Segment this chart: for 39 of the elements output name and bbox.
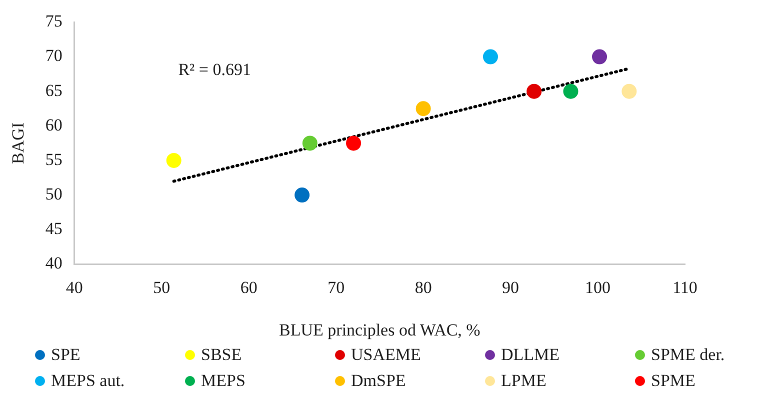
legend-label: DmSPE (351, 371, 406, 391)
legend-label: SPE (51, 345, 80, 365)
point (592, 49, 608, 64)
point (526, 84, 542, 99)
point (302, 136, 318, 151)
y-tick-label: 75 (45, 12, 62, 31)
point (346, 136, 362, 151)
point (294, 188, 310, 203)
y-tick-label: 40 (45, 254, 62, 273)
x-tick-label: 100 (585, 278, 611, 297)
x-tick-label: 110 (672, 278, 698, 297)
legend-label: SPME der. (651, 345, 725, 365)
legend-label: SPME (651, 371, 696, 391)
x-tick-label: 90 (502, 278, 520, 297)
y-tick-label: 55 (45, 150, 62, 169)
legend-label: MEPS aut. (51, 371, 125, 391)
x-tick-label: 40 (66, 278, 83, 297)
point (482, 49, 498, 64)
y-axis-title: BAGI (8, 122, 28, 164)
x-tick-label: 80 (414, 278, 432, 297)
legend-label: MEPS (201, 371, 246, 391)
legend-label: SBSE (201, 345, 242, 365)
legend-label: LPME (501, 371, 546, 391)
point (622, 84, 637, 99)
point (416, 101, 431, 116)
legend-label: DLLME (501, 345, 560, 365)
y-tick-label: 50 (45, 184, 62, 204)
x-tick-label: 70 (328, 278, 345, 297)
x-axis-title: BLUE principles od WAC, % (279, 320, 480, 340)
y-tick-label: 60 (45, 115, 62, 134)
annotation: R² = 0.691 (178, 60, 251, 80)
y-tick-label: 65 (45, 80, 62, 100)
y-tick-label: 70 (45, 46, 62, 66)
legend-label: USAEME (351, 345, 421, 365)
x-tick-label: 60 (240, 278, 258, 297)
y-tick-label: 45 (45, 219, 62, 238)
point (166, 152, 182, 168)
x-tick-label: 50 (153, 278, 170, 297)
point (563, 84, 578, 99)
